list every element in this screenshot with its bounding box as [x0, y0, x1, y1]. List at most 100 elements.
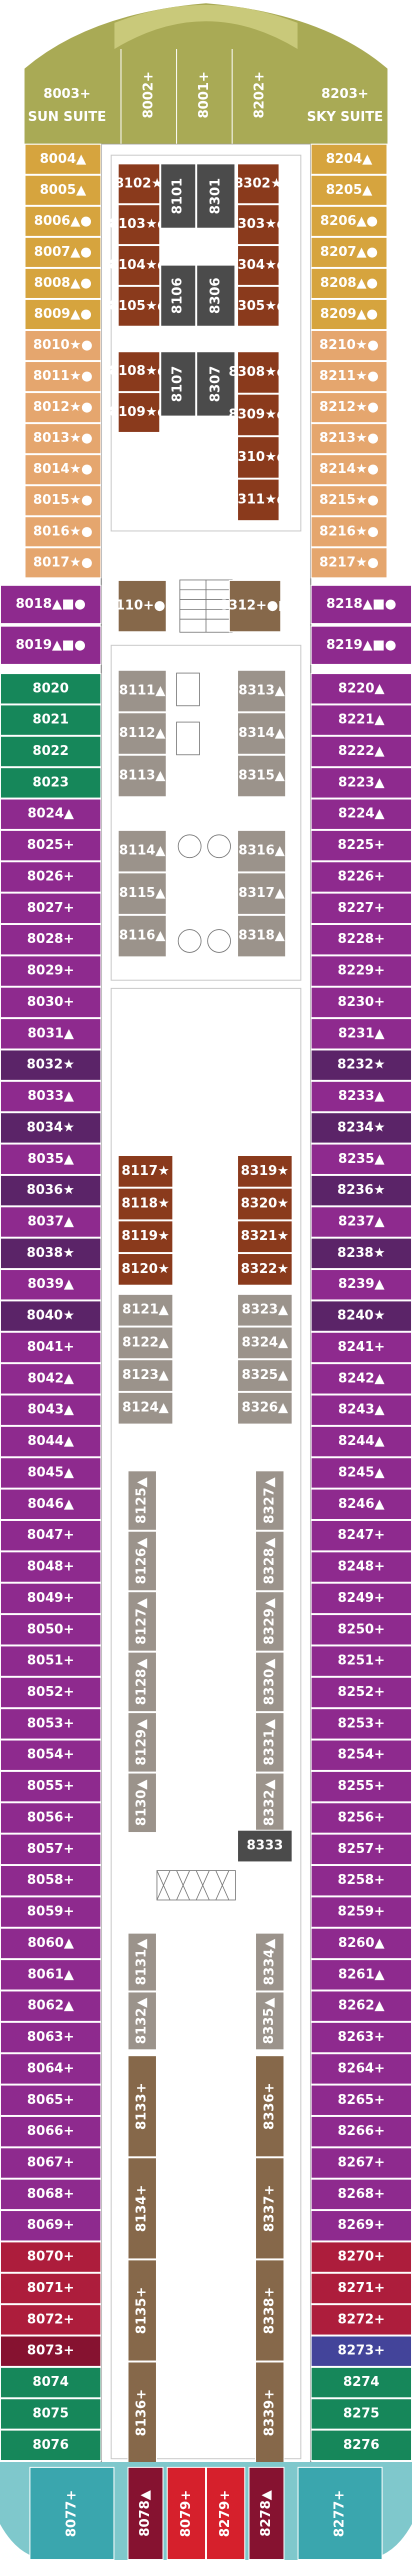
cabin	[166, 2466, 207, 2560]
cabin	[0, 1990, 102, 2022]
cabin	[127, 1932, 157, 1992]
cabin-label: 8231▲	[338, 1026, 384, 1041]
cabin	[0, 1865, 102, 1897]
cabin	[310, 1394, 412, 1426]
cabin-label: 8101	[171, 178, 186, 214]
cabin-label: 8063+	[27, 2030, 74, 2045]
cabin-label: 8028+	[27, 932, 74, 947]
cabin	[310, 2021, 412, 2054]
cabin	[24, 330, 102, 362]
cabin-label: 8274	[343, 2375, 379, 2390]
cabin-label: 8057+	[27, 1842, 74, 1857]
cabin-label: 8030+	[27, 995, 74, 1010]
cabin-label: 8264+	[338, 2061, 385, 2076]
cabin-label: 8304★●	[229, 258, 288, 273]
cabin-label: 8275	[343, 2406, 379, 2421]
cabin-label: 8250+	[338, 1622, 385, 1637]
cabin-label: 8133+	[135, 2083, 150, 2130]
cabin	[117, 1187, 174, 1221]
cabin-label: 8308★●	[229, 365, 288, 380]
cabin-label: 8339+	[262, 2389, 277, 2436]
cabin	[0, 1645, 102, 1677]
cabin-label: 8014★●	[33, 462, 92, 477]
cabin	[0, 986, 102, 1019]
cabin-label: 8015★●	[33, 493, 92, 508]
cabin	[255, 2259, 285, 2362]
cabin	[237, 712, 287, 755]
cabin	[310, 1331, 412, 1364]
cabin-label: 8049+	[27, 1591, 74, 1606]
cabin-label: 8266+	[338, 2124, 385, 2139]
cabin-label: 8263+	[338, 2030, 385, 2045]
cabin-label: 8016★●	[33, 524, 92, 539]
cabin-label: 8267+	[338, 2156, 385, 2171]
cabin-label: 8317▲	[238, 886, 284, 901]
cabin	[160, 351, 197, 417]
cabin-label: 8136+	[135, 2389, 150, 2436]
cabin	[117, 1155, 174, 1188]
cabin	[237, 163, 280, 205]
cabin-label: 8034★	[27, 1120, 75, 1135]
cabin	[310, 584, 412, 625]
cabin	[310, 174, 388, 206]
cabin-label: 8107	[171, 366, 186, 402]
cabin	[24, 423, 102, 455]
cabin	[310, 516, 388, 548]
cabin-label: 8007▲●	[34, 245, 92, 260]
cabin-label: 8033▲	[27, 1089, 73, 1104]
cabin-label: 8207▲●	[320, 245, 378, 260]
cabin	[310, 1582, 412, 1615]
cabin-label: 8103★●	[109, 217, 168, 232]
cabin-label: 8301	[208, 178, 223, 214]
cabin-label: 8045▲	[27, 1465, 73, 1480]
cabin-label: 8055+	[27, 1779, 74, 1794]
cabin-label: 8210★●	[319, 338, 378, 353]
cabin	[237, 1220, 293, 1254]
cabin-label: 8079+	[179, 2490, 194, 2537]
cabin	[117, 712, 167, 755]
cabin-label: 8255+	[338, 1779, 385, 1794]
cabin	[310, 423, 388, 455]
cabin	[196, 264, 236, 327]
cabin	[310, 2053, 412, 2085]
cabin	[310, 2210, 412, 2242]
cabin	[237, 478, 280, 522]
cabin-label: 8223▲	[338, 775, 384, 790]
cabin-label: 8335▲	[262, 1998, 277, 2044]
cabin	[310, 704, 412, 736]
cabin	[0, 1394, 102, 1426]
cabin	[237, 1187, 293, 1221]
cabin-label: 8069+	[27, 2218, 74, 2233]
cabin-label: 8279+	[218, 2490, 233, 2537]
cabin	[117, 1326, 174, 1360]
cabin	[127, 1470, 157, 1531]
cabin-label: 8323▲	[242, 1303, 288, 1318]
cabin-label: 8029+	[27, 964, 74, 979]
cabin-label: 8132▲	[135, 1998, 150, 2044]
cabin-label: 8124▲	[122, 1401, 168, 1416]
cabin	[117, 914, 167, 958]
cabin-label: 8022	[32, 744, 68, 759]
cabin	[0, 1425, 102, 1458]
cabin	[0, 1802, 102, 1834]
cabin-label: 8325▲	[242, 1368, 288, 1383]
cabin	[117, 669, 167, 713]
cabin	[0, 767, 102, 799]
cabin	[310, 1990, 412, 2022]
cabin-label: 8120★	[121, 1262, 169, 1277]
cabin	[0, 1551, 102, 1583]
cabin	[206, 2466, 246, 2560]
cabin-label: 8205▲	[326, 183, 372, 198]
cabin-label: 8116▲	[119, 929, 165, 944]
cabin-label: 8112▲	[119, 726, 165, 741]
cabin	[310, 986, 412, 1019]
cabin	[310, 298, 388, 331]
cabin-label: 8077+	[64, 2490, 79, 2537]
cabin	[127, 2055, 157, 2158]
cabin-label: 8268+	[338, 2187, 385, 2202]
cabin-label: 8320★	[241, 1197, 289, 1212]
cabin-label: 8213★●	[319, 431, 378, 446]
cabin-label: 8036★	[27, 1183, 75, 1198]
cabin	[117, 1293, 174, 1327]
